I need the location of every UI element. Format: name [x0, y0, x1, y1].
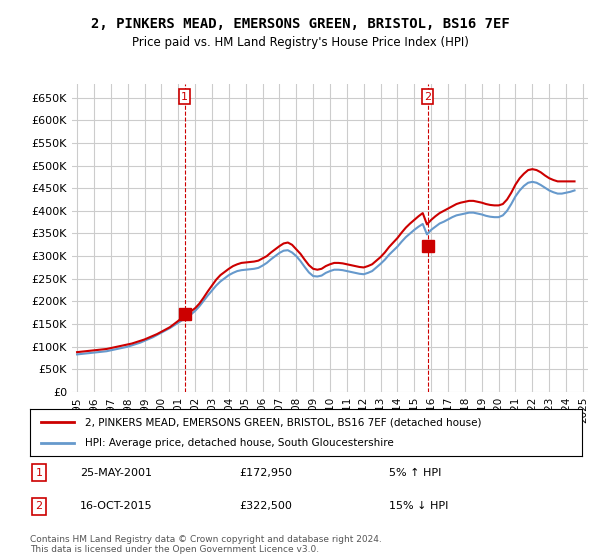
Text: 1: 1 — [35, 468, 43, 478]
Text: £322,500: £322,500 — [240, 501, 293, 511]
Text: HPI: Average price, detached house, South Gloucestershire: HPI: Average price, detached house, Sout… — [85, 438, 394, 448]
Text: Contains HM Land Registry data © Crown copyright and database right 2024.
This d: Contains HM Land Registry data © Crown c… — [30, 535, 382, 554]
Text: 2, PINKERS MEAD, EMERSONS GREEN, BRISTOL, BS16 7EF: 2, PINKERS MEAD, EMERSONS GREEN, BRISTOL… — [91, 17, 509, 31]
Text: 2: 2 — [424, 92, 431, 102]
Text: 15% ↓ HPI: 15% ↓ HPI — [389, 501, 448, 511]
Text: 5% ↑ HPI: 5% ↑ HPI — [389, 468, 441, 478]
Text: 16-OCT-2015: 16-OCT-2015 — [80, 501, 152, 511]
Text: £172,950: £172,950 — [240, 468, 293, 478]
Text: 2: 2 — [35, 501, 43, 511]
Text: 2, PINKERS MEAD, EMERSONS GREEN, BRISTOL, BS16 7EF (detached house): 2, PINKERS MEAD, EMERSONS GREEN, BRISTOL… — [85, 417, 482, 427]
Text: 25-MAY-2001: 25-MAY-2001 — [80, 468, 152, 478]
Text: Price paid vs. HM Land Registry's House Price Index (HPI): Price paid vs. HM Land Registry's House … — [131, 36, 469, 49]
Text: 1: 1 — [181, 92, 188, 102]
